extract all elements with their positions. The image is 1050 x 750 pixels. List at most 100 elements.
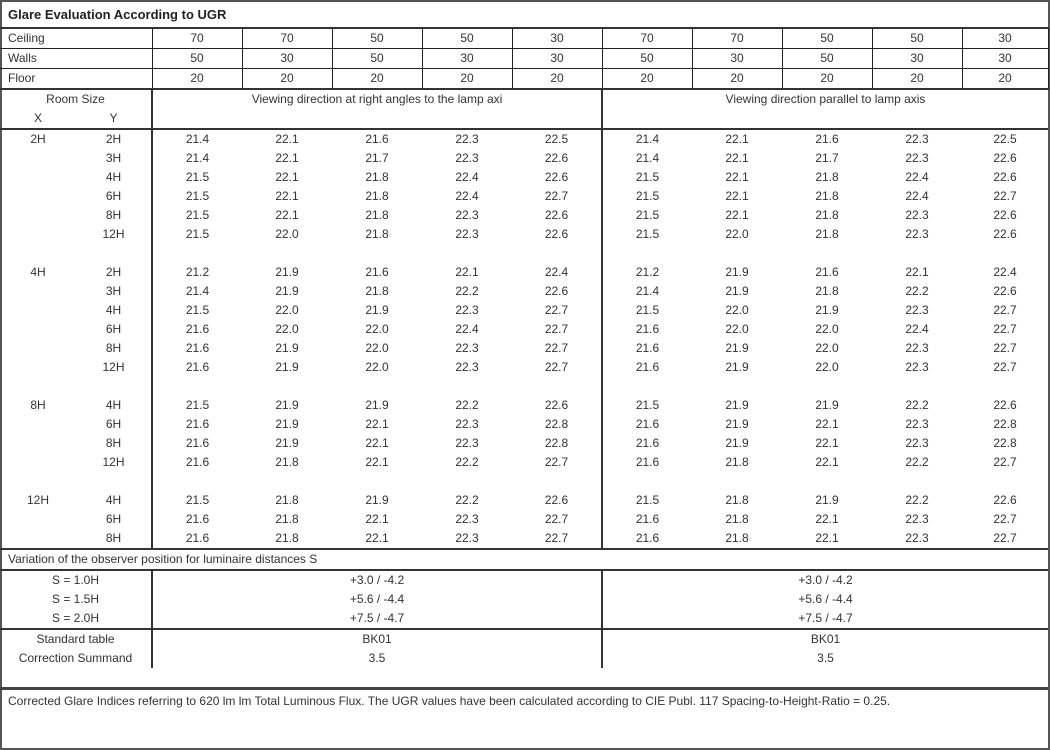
room-x <box>0 529 76 549</box>
ugr-perp-value: 22.3 <box>455 303 479 317</box>
ugr-para-value: 21.6 <box>601 434 692 453</box>
ugr-perp-value: 21.6 <box>151 510 242 529</box>
room-y: 8H <box>105 341 122 355</box>
ugr-perp-value: 22.0 <box>365 341 389 355</box>
ugr-para-value: 22.6 <box>993 227 1017 241</box>
ugr-perp-value: 22.3 <box>422 128 512 149</box>
ugr-perp-value: 22.1 <box>275 189 299 203</box>
floor-row: Floor 20 20 20 20 20 20 20 20 20 20 <box>0 68 1049 90</box>
correction-label: Correction Summand <box>18 651 133 665</box>
data-row: 6H 21.6 21.9 22.1 22.3 22.8 21.6 21.9 22.1 22.3 22… <box>0 415 1048 434</box>
ceiling-value: 50 <box>331 27 423 49</box>
ugr-perp-value: 21.9 <box>275 436 299 450</box>
ugr-perp-value: 21.6 <box>151 339 242 358</box>
ugr-perp-value: 22.8 <box>544 436 569 450</box>
ugr-para-value: 21.9 <box>725 284 749 298</box>
ugr-para-value: 22.7 <box>993 303 1017 317</box>
variation-para: +7.5 / -4.7 <box>601 609 1048 629</box>
ceiling-value: 70 <box>151 27 243 49</box>
ugr-para-value: 21.6 <box>601 453 692 472</box>
walls-value: 30 <box>961 48 1049 69</box>
footer-note: Corrected Glare Indices referring to 620… <box>0 687 1048 712</box>
room-y: 4H <box>105 170 122 184</box>
correction-perp: 3.5 <box>151 649 602 668</box>
ugr-perp-value: 22.0 <box>365 360 389 374</box>
ugr-para-value: 22.7 <box>993 455 1017 469</box>
ugr-para-value: 21.4 <box>601 128 692 149</box>
ugr-perp-value: 22.7 <box>544 303 569 317</box>
ugr-perp-value: 22.6 <box>544 208 569 222</box>
ugr-perp-value: 22.7 <box>544 322 569 336</box>
ugr-para-value: 22.6 <box>993 398 1017 412</box>
ugr-perp-value: 21.9 <box>275 417 299 431</box>
ugr-table: Ceiling 70 70 50 50 30 70 70 50 50 30 Walls 50 30 50 30… <box>0 27 1049 668</box>
ugr-para-value: 22.7 <box>993 512 1017 526</box>
ugr-perp-value: 22.1 <box>275 208 299 222</box>
ugr-para-value: 22.1 <box>815 512 839 526</box>
ugr-para-value: 22.3 <box>905 227 929 241</box>
ugr-perp-value: 22.4 <box>455 170 479 184</box>
ugr-para-value: 22.0 <box>815 360 839 374</box>
perp-heading: Viewing direction at right angles to the… <box>151 88 602 129</box>
room-y: 2H <box>105 265 122 279</box>
ugr-para-value: 21.6 <box>815 265 839 279</box>
ugr-perp-value: 22.6 <box>544 493 569 507</box>
ugr-perp-value: 21.8 <box>275 531 299 545</box>
room-x: 2H <box>0 128 76 149</box>
ugr-perp-value: 21.9 <box>275 360 299 374</box>
ugr-para-value: 22.7 <box>993 360 1017 374</box>
ugr-para-value: 22.1 <box>815 455 839 469</box>
ugr-para-value: 21.6 <box>601 320 692 339</box>
data-row: 4H 2H 21.2 21.9 21.6 22.1 22.4 21.2 21.9 21.6 22.1… <box>0 263 1048 282</box>
data-row: 8H 21.6 21.9 22.0 22.3 22.7 21.6 21.9 22.0 22.3 22… <box>0 339 1048 358</box>
ugr-para-value: 21.8 <box>725 512 749 526</box>
variation-perp: +3.0 / -4.2 <box>151 569 602 590</box>
ugr-perp-value: 22.4 <box>455 322 479 336</box>
room-x <box>0 301 76 320</box>
ugr-perp-value: 22.5 <box>512 128 602 149</box>
room-size-label: Room Size <box>0 88 152 109</box>
floor-value: 20 <box>871 68 963 90</box>
ugr-para-value: 21.5 <box>601 206 692 225</box>
walls-value: 50 <box>331 48 423 69</box>
footer-text: Corrected Glare Indices referring to 620… <box>8 694 891 708</box>
ugr-perp-value: 22.3 <box>455 360 479 374</box>
ugr-para-value: 22.2 <box>905 493 929 507</box>
ugr-perp-value: 22.3 <box>455 227 479 241</box>
ugr-perp-value: 21.5 <box>151 396 242 415</box>
ugr-perp-value: 21.4 <box>151 128 242 149</box>
ugr-para-value: 22.6 <box>993 208 1017 222</box>
floor-value: 20 <box>601 68 693 90</box>
ugr-para-value: 22.1 <box>815 531 839 545</box>
correction-row: Correction Summand 3.5 3.5 <box>0 649 1048 668</box>
variation-para: +3.0 / -4.2 <box>601 569 1048 590</box>
ugr-perp-value: 21.5 <box>151 301 242 320</box>
ugr-para-value: 21.9 <box>725 436 749 450</box>
room-y: 6H <box>105 512 122 526</box>
ugr-para-value: 22.7 <box>993 531 1017 545</box>
x-label: X <box>33 111 42 125</box>
ugr-para-value: 22.1 <box>725 151 749 165</box>
ugr-perp-value: 22.7 <box>544 512 569 526</box>
ugr-perp-value: 22.3 <box>455 531 479 545</box>
ugr-para-value: 22.0 <box>725 303 749 317</box>
ugr-para-value: 21.6 <box>601 358 692 377</box>
ugr-perp-value: 21.8 <box>365 284 389 298</box>
ugr-perp-value: 22.2 <box>455 493 479 507</box>
data-row: 2H 2H 21.4 22.1 21.6 22.3 22.5 21.4 22.1 21.6 22.3… <box>0 128 1048 149</box>
data-row: 12H 21.6 21.8 22.1 22.2 22.7 21.6 21.8 22.1 22.2 2… <box>0 453 1048 472</box>
ugr-perp-value: 21.6 <box>151 415 242 434</box>
ceiling-value: 50 <box>781 27 873 49</box>
walls-value: 50 <box>781 48 873 69</box>
data-row: 4H 21.5 22.0 21.9 22.3 22.7 21.5 22.0 21.9 22.3 22… <box>0 301 1048 320</box>
walls-row: Walls 50 30 50 30 30 50 30 50 30 30 <box>0 48 1049 69</box>
data-row: 8H 21.5 22.1 21.8 22.3 22.6 21.5 22.1 21.8 22.3 22… <box>0 206 1048 225</box>
ugr-para-value: 21.6 <box>601 339 692 358</box>
data-row: 8H 4H 21.5 21.9 21.9 22.2 22.6 21.5 21.9 21.9 22.2… <box>0 396 1048 415</box>
ugr-para-value: 21.8 <box>815 208 839 222</box>
ugr-perp-value: 22.1 <box>365 417 389 431</box>
ugr-para-value: 22.6 <box>993 284 1017 298</box>
room-x <box>0 320 76 339</box>
ugr-perp-value: 21.8 <box>365 170 389 184</box>
ugr-para-value: 21.6 <box>601 529 692 549</box>
